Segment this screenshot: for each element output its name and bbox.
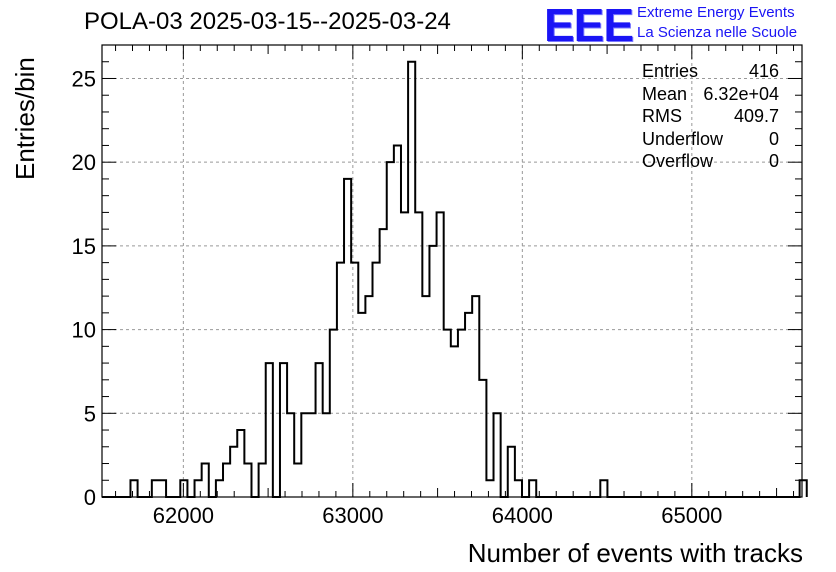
histogram-bin	[508, 447, 515, 497]
logo-line-2: La Scienza nelle Scuole	[637, 24, 798, 41]
y-axis-label: Entries/bin	[10, 57, 40, 180]
histogram-bin	[244, 464, 251, 497]
histogram-bin	[337, 263, 344, 497]
histogram-bars	[102, 60, 808, 498]
histogram-bin	[230, 447, 237, 497]
y-tick-label: 5	[84, 401, 96, 426]
chart-title: POLA-03 2025-03-15--2025-03-24	[84, 8, 451, 35]
histogram-bin	[237, 430, 244, 497]
histogram-bin	[365, 296, 372, 497]
histogram-bin	[316, 363, 323, 497]
histogram-bin	[394, 145, 401, 497]
histogram-bin	[494, 413, 501, 497]
histogram-bin	[180, 480, 187, 497]
histogram-bin	[429, 246, 436, 497]
histogram-bin	[287, 413, 294, 497]
stats-label: Underflow	[642, 128, 724, 149]
x-tick-label: 62000	[153, 503, 214, 528]
histogram-bin	[451, 346, 458, 497]
stats-box: Entries 416 Mean 6.32e+04 RMS 409.7 Unde…	[642, 60, 779, 173]
grid-lines	[102, 45, 802, 497]
histogram-bin	[216, 480, 223, 497]
histogram-outline	[102, 60, 808, 498]
histogram-bin	[486, 480, 493, 497]
x-axis-label: Number of events with tracks	[467, 538, 803, 568]
stats-value: 416	[748, 61, 779, 81]
y-tick-label: 0	[84, 485, 96, 510]
histogram-bin	[408, 62, 415, 497]
histogram-bin	[266, 363, 273, 497]
stats-value: 409.7	[733, 106, 779, 126]
histogram-bin	[358, 313, 365, 497]
stats-value: 6.32e+04	[703, 83, 779, 104]
histogram-bin	[465, 313, 472, 497]
histogram-bin	[259, 464, 266, 497]
eee-logo-mark: EEE	[544, 0, 634, 51]
histogram-bin	[223, 464, 230, 497]
logo-line-1: Extreme Energy Events	[637, 4, 795, 21]
histogram-bin	[401, 212, 408, 497]
y-tick-label: 20	[72, 150, 96, 175]
stats-row-rms: RMS 409.7	[642, 105, 779, 128]
histogram-bin	[280, 363, 287, 497]
histogram-bin	[308, 413, 315, 497]
histogram-bin	[422, 296, 429, 497]
histogram-bin	[301, 413, 308, 497]
histogram-bin	[415, 212, 422, 497]
stats-row-mean: Mean 6.32e+04	[642, 83, 779, 106]
y-tick-label: 25	[72, 66, 96, 91]
histogram-bin	[323, 413, 330, 497]
stats-label: Entries	[642, 61, 699, 81]
histogram-bin	[152, 480, 159, 497]
stats-row-underflow: Underflow 0	[642, 128, 779, 151]
histogram-bin	[529, 480, 536, 497]
histogram-bin	[202, 464, 209, 497]
eee-logo-text: Extreme Energy Events La Scienza nelle S…	[637, 3, 797, 43]
histogram-bin	[515, 480, 522, 497]
x-tick-label: 63000	[322, 503, 383, 528]
stats-row-entries: Entries 416	[642, 60, 779, 83]
histogram-bin	[195, 480, 202, 497]
y-tick-label: 15	[72, 234, 96, 259]
tick-labels: 62000 63000 64000 65000 0 5 10 15 20 25	[72, 66, 723, 528]
histogram-bin	[130, 480, 137, 497]
stats-value: 0	[768, 151, 779, 171]
histogram-bin	[351, 263, 358, 497]
plot-frame	[101, 44, 803, 498]
histogram-bin	[600, 480, 607, 497]
stats-label: Mean	[642, 83, 688, 104]
histogram-bin	[479, 380, 486, 497]
histogram-bin	[373, 263, 380, 497]
x-tick-label: 64000	[492, 503, 553, 528]
x-tick-label: 65000	[661, 503, 722, 528]
histogram-bin	[294, 464, 301, 497]
histogram-bin	[380, 229, 387, 497]
histogram-bin	[444, 330, 451, 497]
stats-value: 0	[768, 128, 779, 149]
histogram-bin	[387, 162, 394, 497]
stats-label: RMS	[642, 106, 682, 126]
histogram-bin	[800, 480, 807, 497]
histogram-bin	[330, 330, 337, 497]
y-tick-label: 10	[72, 318, 96, 343]
histogram-bin	[159, 480, 166, 497]
histogram-bin	[344, 179, 351, 497]
stats-row-overflow: Overflow 0	[642, 150, 779, 173]
stats-label: Overflow	[642, 151, 714, 171]
plot-frame-rect	[101, 44, 803, 498]
histogram-bin	[458, 330, 465, 497]
histogram-bin	[472, 296, 479, 497]
histogram-bin	[437, 212, 444, 497]
